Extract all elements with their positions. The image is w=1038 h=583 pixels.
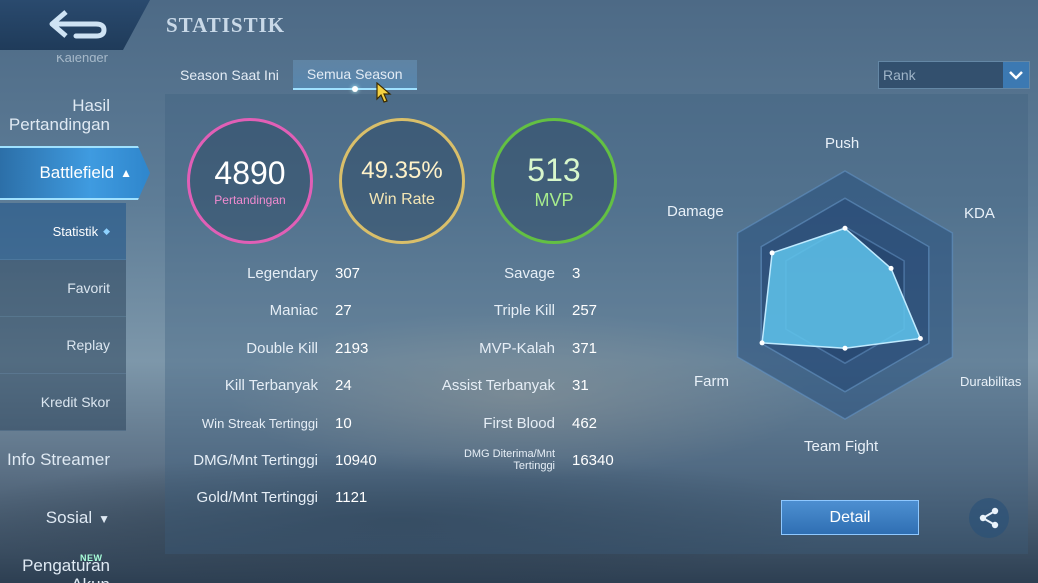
submenu-item-label: Favorit xyxy=(67,280,110,296)
sidebar-item-pengaturan-akun[interactable]: Pengaturan Akun xyxy=(22,556,110,583)
stat-label: DMG Diterima/Mnt Tertinggi xyxy=(463,448,555,472)
radar-axis-label-durabilitas: Durabilitas xyxy=(960,374,1022,389)
stat-value: 3 xyxy=(572,265,581,282)
sidebar-item-sosial[interactable]: Sosial ▼ xyxy=(0,508,126,529)
share-icon xyxy=(979,507,999,529)
matches-value: 4890 xyxy=(214,155,286,191)
stat-value: 371 xyxy=(572,340,598,357)
share-button[interactable] xyxy=(969,498,1009,538)
stat-label: DMG/Mnt Tertinggi xyxy=(193,452,318,469)
season-tabs: Season Saat Ini Semua Season xyxy=(166,60,417,92)
stat-value: 462 xyxy=(572,415,598,432)
tab-semua-season[interactable]: Semua Season xyxy=(292,60,417,92)
stat-value: 1121 xyxy=(335,489,368,506)
chevron-down-icon: ▼ xyxy=(98,512,110,526)
mvp-circle: 513 MVP xyxy=(491,118,617,244)
radar-chart xyxy=(736,170,954,420)
stat-value: 27 xyxy=(335,302,352,319)
stat-label: Triple Kill xyxy=(493,302,555,319)
sidebar-item-battlefield[interactable]: Battlefield ▲ xyxy=(0,146,150,200)
radar-axis-label-damage: Damage xyxy=(667,203,724,220)
radar-point-kda xyxy=(888,265,894,271)
stat-value: 24 xyxy=(335,377,352,394)
stat-label: First Blood xyxy=(483,415,555,432)
rank-dropdown-value: Rank xyxy=(883,67,916,83)
stat-label: Maniac xyxy=(269,302,318,319)
win-rate-circle: 49.35% Win Rate xyxy=(339,118,465,244)
tab-season-saat-ini[interactable]: Season Saat Ini xyxy=(166,60,293,90)
back-arrow-icon xyxy=(49,10,107,39)
mvp-value: 513 xyxy=(527,151,581,188)
stat-label: MVP-Kalah xyxy=(479,340,555,357)
stat-value: 2193 xyxy=(335,340,369,357)
radar-point-farm xyxy=(759,340,765,346)
submenu-item-label: Statistik xyxy=(52,223,99,239)
stat-value: 16340 xyxy=(572,452,614,469)
sidebar: Kalender Hasil Pertandingan Battlefield … xyxy=(0,0,150,583)
stat-label: Assist Terbanyak xyxy=(441,377,555,394)
stat-value: 257 xyxy=(572,302,598,319)
active-diamond-icon: ◆ xyxy=(103,225,110,236)
win-rate-value: 49.35% xyxy=(361,157,443,184)
stat-label: Savage xyxy=(504,265,555,282)
radar-axis-label-farm: Farm xyxy=(694,373,729,390)
submenu-item-favorit[interactable]: Favorit xyxy=(0,260,126,317)
mvp-label: MVP xyxy=(534,189,574,210)
submenu-item-statistik[interactable]: Statistik ◆ xyxy=(0,203,126,260)
stat-label: Gold/Mnt Tertinggi xyxy=(196,489,318,506)
stat-label: Win Streak Tertinggi xyxy=(201,416,318,431)
win-rate-label: Win Rate xyxy=(369,191,435,208)
stat-value: 10940 xyxy=(335,452,377,469)
submenu-item-label: Kredit Skor xyxy=(40,394,110,410)
battlefield-submenu: Statistik ◆ Favorit Replay Kredit Skor xyxy=(0,203,126,431)
mouse-cursor-icon xyxy=(376,82,392,103)
radar-point-durabilitas xyxy=(917,336,923,342)
submenu-item-kredit-skor[interactable]: Kredit Skor xyxy=(0,374,126,431)
stat-label: Legendary xyxy=(247,265,318,282)
sidebar-item-label: Sosial xyxy=(45,508,93,527)
tab-label: Semua Season xyxy=(306,66,403,82)
new-badge: NEW xyxy=(80,553,103,563)
sidebar-item-label: Battlefield xyxy=(39,163,115,182)
rank-dropdown[interactable]: Rank xyxy=(878,61,1030,89)
detail-button[interactable]: Detail xyxy=(781,500,919,535)
radar-point-push xyxy=(842,225,848,231)
radar-axis-label-kda: KDA xyxy=(964,205,995,222)
chevron-down-icon xyxy=(1003,62,1029,88)
radar-point-damage xyxy=(769,250,775,256)
sidebar-item-kalender[interactable]: Kalender xyxy=(55,55,108,65)
tab-label: Season Saat Ini xyxy=(180,67,279,83)
radar-point-team-fight xyxy=(842,345,848,351)
matches-label: Pertandingan xyxy=(214,193,286,207)
page-title: STATISTIK xyxy=(166,13,286,37)
stat-value: 307 xyxy=(335,265,361,282)
chevron-up-icon: ▲ xyxy=(120,166,132,180)
sidebar-item-info-streamer[interactable]: Info Streamer xyxy=(7,450,110,469)
stat-value: 31 xyxy=(572,377,589,394)
back-button[interactable] xyxy=(0,0,150,50)
radar-axis-label-team-fight: Team Fight xyxy=(804,438,879,455)
submenu-item-replay[interactable]: Replay xyxy=(0,317,126,374)
stat-label: Kill Terbanyak xyxy=(224,377,318,394)
submenu-item-label: Replay xyxy=(66,337,110,353)
stat-label: Double Kill xyxy=(246,340,318,357)
active-tab-indicator xyxy=(351,86,358,92)
sidebar-item-hasil-pertandingan[interactable]: Hasil Pertandingan xyxy=(8,96,110,134)
matches-circle: 4890 Pertandingan xyxy=(187,118,313,244)
radar-axis-label-push: Push xyxy=(825,135,860,152)
stat-value: 10 xyxy=(335,415,352,432)
